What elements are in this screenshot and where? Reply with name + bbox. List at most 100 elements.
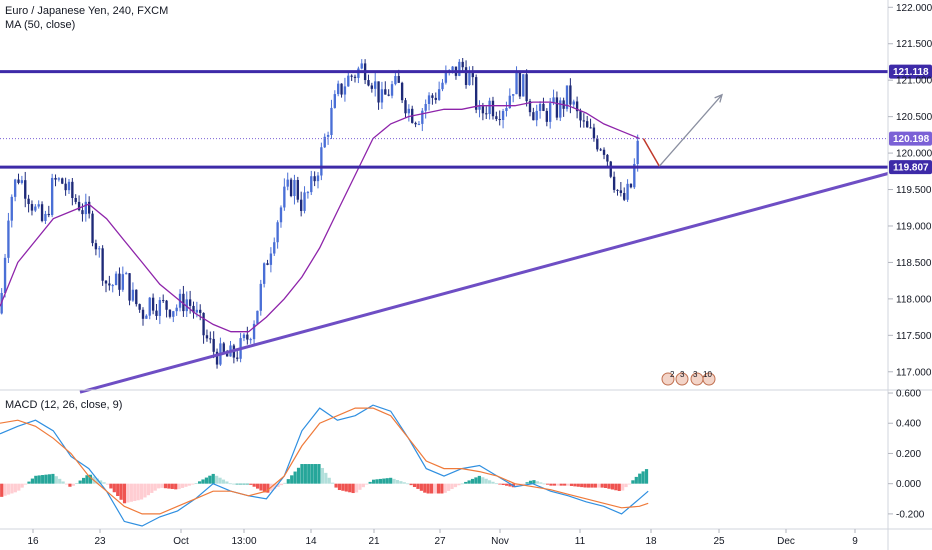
candle-body[interactable] xyxy=(464,67,468,85)
candle-body[interactable] xyxy=(370,85,374,89)
event-markers[interactable]: 2 3 3 10 xyxy=(661,370,716,386)
candle-body[interactable] xyxy=(17,179,20,183)
candle-body[interactable] xyxy=(633,164,636,188)
candle-body[interactable] xyxy=(266,263,269,265)
candle-body[interactable] xyxy=(192,305,195,313)
candle-body[interactable] xyxy=(188,299,192,306)
candle-body[interactable] xyxy=(488,100,491,115)
candle-body[interactable] xyxy=(505,107,508,112)
candle-body[interactable] xyxy=(326,134,330,137)
candle-body[interactable] xyxy=(511,94,515,96)
candle-body[interactable] xyxy=(528,101,532,113)
candle-body[interactable] xyxy=(343,86,347,95)
candle-body[interactable] xyxy=(582,120,586,122)
candle-body[interactable] xyxy=(474,77,478,110)
candle-body[interactable] xyxy=(50,177,54,216)
candle-body[interactable] xyxy=(87,201,91,214)
candle-body[interactable] xyxy=(155,310,158,316)
candle-body[interactable] xyxy=(114,273,118,286)
candle-body[interactable] xyxy=(545,110,548,122)
candle-body[interactable] xyxy=(501,111,505,121)
candle-body[interactable] xyxy=(289,179,293,197)
candle-body[interactable] xyxy=(145,315,148,319)
candle-body[interactable] xyxy=(84,201,87,215)
candle-body[interactable] xyxy=(273,242,276,254)
candle-body[interactable] xyxy=(629,183,633,188)
candle-body[interactable] xyxy=(495,116,498,120)
candle-body[interactable] xyxy=(599,149,602,151)
candle-body[interactable] xyxy=(609,161,612,177)
candle-body[interactable] xyxy=(148,297,151,316)
candle-body[interactable] xyxy=(98,248,101,250)
macd-axis[interactable]: 0.600 0.400 0.200 0.000 -0.200 xyxy=(888,389,925,521)
candle-body[interactable] xyxy=(333,94,337,108)
candle-body[interactable] xyxy=(347,75,350,87)
candle-body[interactable] xyxy=(407,108,411,114)
candle-body[interactable] xyxy=(259,283,262,311)
event-flag-icon[interactable] xyxy=(702,372,716,386)
candle-body[interactable] xyxy=(572,101,575,105)
candle-body[interactable] xyxy=(269,253,273,265)
candle-body[interactable] xyxy=(118,273,121,290)
candle-body[interactable] xyxy=(286,179,289,187)
candle-body[interactable] xyxy=(74,198,77,202)
candle-body[interactable] xyxy=(24,180,27,199)
candle-body[interactable] xyxy=(225,352,229,357)
candle-body[interactable] xyxy=(215,351,219,365)
candle-body[interactable] xyxy=(27,198,30,205)
candle-body[interactable] xyxy=(538,103,542,111)
candle-body[interactable] xyxy=(491,100,495,117)
candle-body[interactable] xyxy=(387,94,390,96)
macd-panel[interactable] xyxy=(0,404,649,527)
candle-body[interactable] xyxy=(242,334,246,339)
ma-legend[interactable]: MA (50, close) xyxy=(5,19,75,31)
candle-body[interactable] xyxy=(306,192,310,194)
candle-body[interactable] xyxy=(589,127,592,129)
candle-body[interactable] xyxy=(104,280,108,284)
candle-body[interactable] xyxy=(34,206,37,211)
candle-body[interactable] xyxy=(575,101,579,112)
candle-body[interactable] xyxy=(283,186,286,208)
candle-body[interactable] xyxy=(380,89,384,103)
macd-legend[interactable]: MACD (12, 26, close, 9) xyxy=(5,399,122,411)
macd-line[interactable] xyxy=(0,404,649,527)
candle-body[interactable] xyxy=(57,178,61,180)
ascending-trendline[interactable] xyxy=(79,172,889,394)
ma-50-line[interactable] xyxy=(0,101,640,333)
candle-body[interactable] xyxy=(252,323,256,340)
candle-body[interactable] xyxy=(64,183,67,191)
candle-body[interactable] xyxy=(175,307,178,312)
candle-body[interactable] xyxy=(296,179,299,200)
event-flag-icon[interactable] xyxy=(675,372,689,386)
candle-body[interactable] xyxy=(13,179,17,197)
candle-body[interactable] xyxy=(320,147,323,176)
projection-arrow-line[interactable] xyxy=(658,94,723,167)
candle-body[interactable] xyxy=(94,243,98,250)
candle-body[interactable] xyxy=(434,97,437,100)
candle-body[interactable] xyxy=(141,309,145,319)
candle-body[interactable] xyxy=(404,100,407,114)
candle-body[interactable] xyxy=(367,80,370,86)
candle-body[interactable] xyxy=(400,82,404,101)
candle-body[interactable] xyxy=(424,103,427,111)
price-panel[interactable]: 121.118 119.807 120.198 xyxy=(0,57,932,394)
time-axis[interactable]: 16 23 Oct 13:00 14 21 27 Nov 11 18 25 Dec 9 xyxy=(27,529,858,547)
candle-body[interactable] xyxy=(165,300,168,310)
candle-body[interactable] xyxy=(44,213,47,221)
candle-body[interactable] xyxy=(185,299,188,312)
candle-body[interactable] xyxy=(451,66,454,71)
signal-line[interactable] xyxy=(0,407,649,515)
candle-body[interactable] xyxy=(323,136,326,148)
candle-body[interactable] xyxy=(374,81,377,89)
candle-body[interactable] xyxy=(559,100,562,118)
candle-body[interactable] xyxy=(592,127,596,139)
candle-body[interactable] xyxy=(222,343,225,353)
candle-body[interactable] xyxy=(111,285,114,287)
candle-body[interactable] xyxy=(121,274,125,290)
candle-body[interactable] xyxy=(586,121,589,128)
candle-body[interactable] xyxy=(293,179,296,197)
candle-body[interactable] xyxy=(158,300,162,316)
candle-body[interactable] xyxy=(131,289,135,301)
candle-body[interactable] xyxy=(20,180,24,183)
